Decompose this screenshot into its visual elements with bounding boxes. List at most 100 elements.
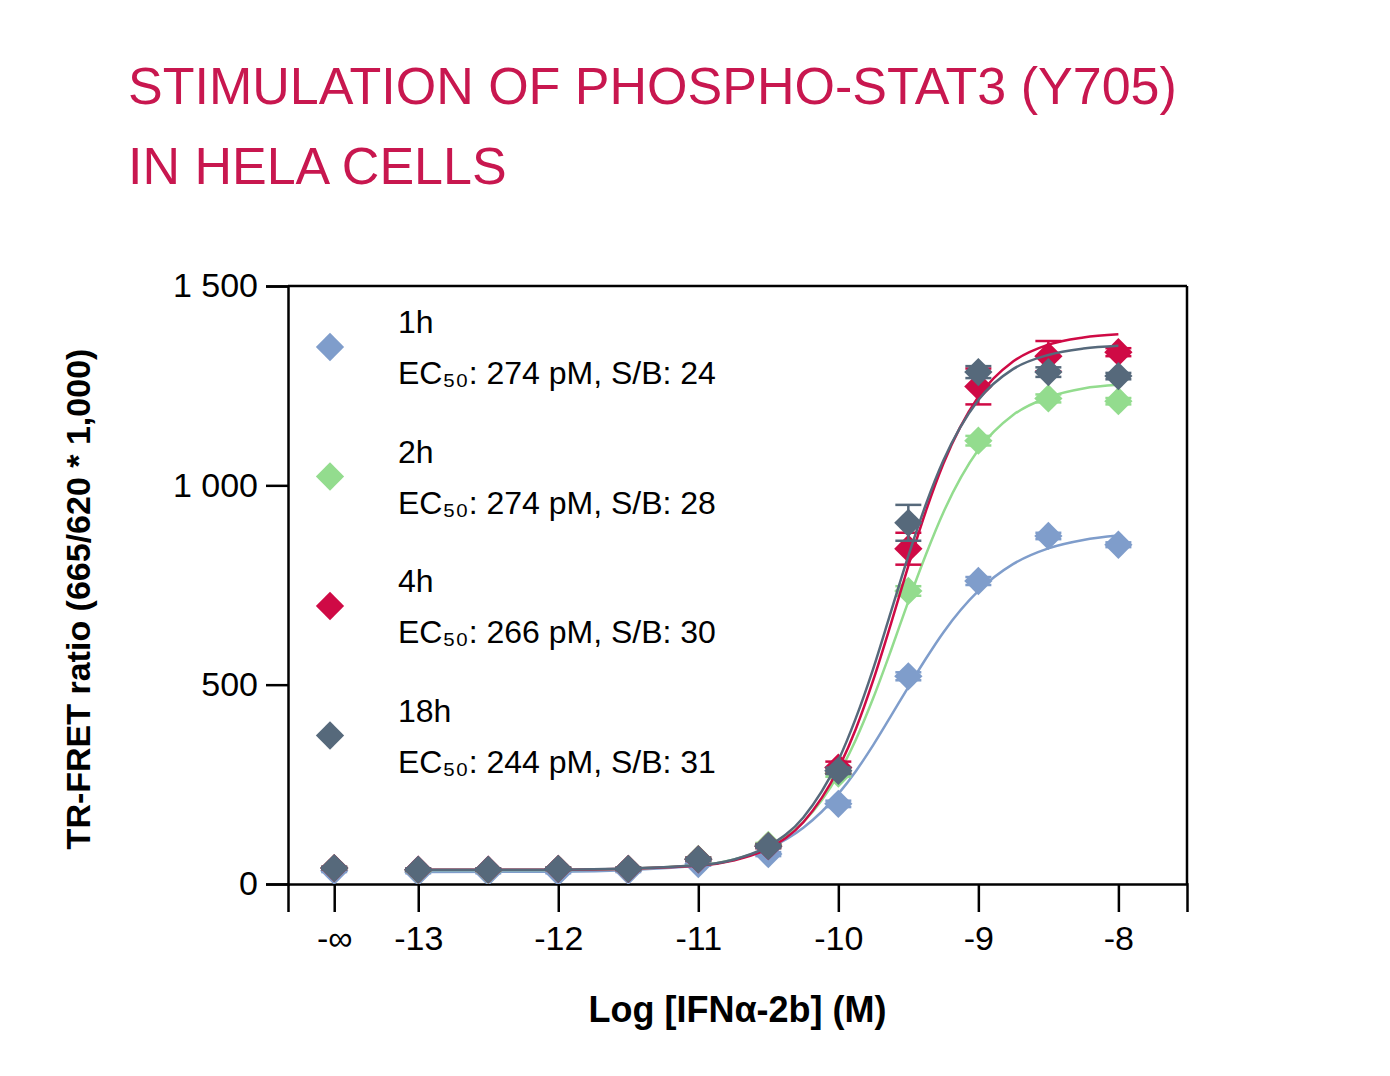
point <box>964 567 992 595</box>
point <box>894 509 922 537</box>
point <box>320 854 348 882</box>
point <box>614 855 642 883</box>
y-tick: 1 000 <box>173 466 288 504</box>
x-tick-label: -12 <box>534 919 583 957</box>
chart: STIMULATION OF PHOSPHO-STAT3 (Y705) IN HE… <box>0 0 1390 1076</box>
point <box>320 854 348 882</box>
x-tick: -11 <box>675 884 722 957</box>
marks <box>320 334 1132 884</box>
plot: -∞ -13 -12 -11 -10 -9 -8 0 500 1 000 1 500 1hEC₅₀: … <box>173 266 1188 957</box>
legend-label: 4h <box>398 563 434 599</box>
legend-item: 2h EC₅₀: 274 pM, S/B: 28 <box>316 434 716 521</box>
series <box>320 334 1132 884</box>
axis-line <box>289 885 1188 913</box>
point <box>474 856 502 884</box>
point <box>894 662 922 690</box>
y-tick: 1 500 <box>173 266 288 304</box>
point <box>964 427 992 455</box>
point <box>684 845 712 873</box>
x-tick-mark <box>558 884 561 912</box>
x-tick-mark <box>1118 884 1121 912</box>
point <box>614 855 642 883</box>
point <box>684 845 712 873</box>
point <box>1034 358 1062 386</box>
y-tick-mark <box>266 285 288 288</box>
y-tick-label: 1 000 <box>173 466 258 504</box>
legend-annotation: EC₅₀: 274 pM, S/B: 28 <box>398 485 716 521</box>
point <box>544 855 572 883</box>
x-tick-label: -11 <box>675 919 722 957</box>
legend-label: 2h <box>398 434 434 470</box>
legend-label: 18h <box>398 693 451 729</box>
x-tick-label: -13 <box>394 919 443 957</box>
point <box>404 856 432 884</box>
fit-curve <box>418 536 1118 872</box>
legend-marker <box>316 333 344 361</box>
series <box>320 384 1132 884</box>
x-tick-label: -10 <box>814 919 863 957</box>
x-tick: -∞ <box>317 884 353 957</box>
legend-annotation: EC₅₀: 266 pM, S/B: 30 <box>398 614 716 650</box>
x-tick-label: -9 <box>964 919 994 957</box>
legend-item: 1hEC₅₀: 274 pM, S/B: 24 <box>316 304 716 391</box>
point <box>404 856 432 884</box>
axis-line <box>266 287 289 885</box>
title: STIMULATION OF PHOSPHO-STAT3 (Y705) <box>128 57 1177 115</box>
point <box>1034 384 1062 412</box>
legend: 1hEC₅₀: 274 pM, S/B: 24 2h EC₅₀: 274 pM, S… <box>316 304 716 780</box>
x-tick-label: -8 <box>1104 919 1134 957</box>
x-tick-mark <box>838 884 841 912</box>
x-axis: -∞ -13 -12 -11 -10 -9 -8 <box>289 884 1188 957</box>
legend-item: 18h EC₅₀: 244 pM, S/B: 31 <box>316 693 716 780</box>
x-tick: -12 <box>534 884 583 957</box>
point <box>824 790 852 818</box>
y-tick-mark <box>266 684 288 687</box>
y-axis: 0 500 1 000 1 500 <box>173 266 289 902</box>
x-tick-label: -∞ <box>317 919 353 957</box>
frame <box>1186 286 1189 884</box>
y-axis-title: TR-FRET ratio (665/620 * 1,000) <box>59 349 97 850</box>
fit-curve <box>418 334 1118 869</box>
y-tick: 0 <box>239 864 288 902</box>
series <box>320 522 1132 884</box>
x-tick: -13 <box>394 884 443 957</box>
title-group: STIMULATION OF PHOSPHO-STAT3 (Y705) IN HE… <box>128 57 1177 195</box>
point <box>320 854 348 882</box>
point <box>1104 362 1132 390</box>
legend-marker <box>316 721 344 749</box>
point <box>544 855 572 883</box>
legend-marker <box>316 592 344 620</box>
legend-annotation: EC₅₀: 244 pM, S/B: 31 <box>398 744 716 780</box>
y-tick: 500 <box>201 665 288 703</box>
point <box>1034 522 1062 550</box>
y-tick-label: 1 500 <box>173 266 258 304</box>
x-tick: -9 <box>964 884 994 957</box>
point <box>754 832 782 860</box>
point <box>474 856 502 884</box>
point <box>684 845 712 873</box>
legend-item: 4h EC₅₀: 266 pM, S/B: 30 <box>316 563 716 650</box>
x-axis-title: Log [IFNα-2b] (M) <box>588 989 886 1030</box>
series <box>320 346 1132 884</box>
x-tick: -8 <box>1104 884 1134 957</box>
y-tick-label: 500 <box>201 665 258 703</box>
y-tick-mark <box>266 883 288 886</box>
point <box>754 832 782 860</box>
x-tick: -10 <box>814 884 863 957</box>
x-tick-mark <box>698 884 701 912</box>
point <box>614 855 642 883</box>
frame <box>288 285 1187 288</box>
point <box>1104 531 1132 559</box>
fit-curve <box>418 346 1118 870</box>
point <box>1104 387 1132 415</box>
legend-annotation: EC₅₀: 274 pM, S/B: 24 <box>398 355 716 391</box>
x-tick-mark <box>978 884 981 912</box>
point <box>824 757 852 785</box>
x-tick-mark <box>333 884 336 912</box>
point <box>964 358 992 386</box>
title: IN HELA CELLS <box>128 137 507 195</box>
legend-marker <box>316 462 344 490</box>
point <box>544 855 572 883</box>
point <box>404 856 432 884</box>
point <box>474 856 502 884</box>
